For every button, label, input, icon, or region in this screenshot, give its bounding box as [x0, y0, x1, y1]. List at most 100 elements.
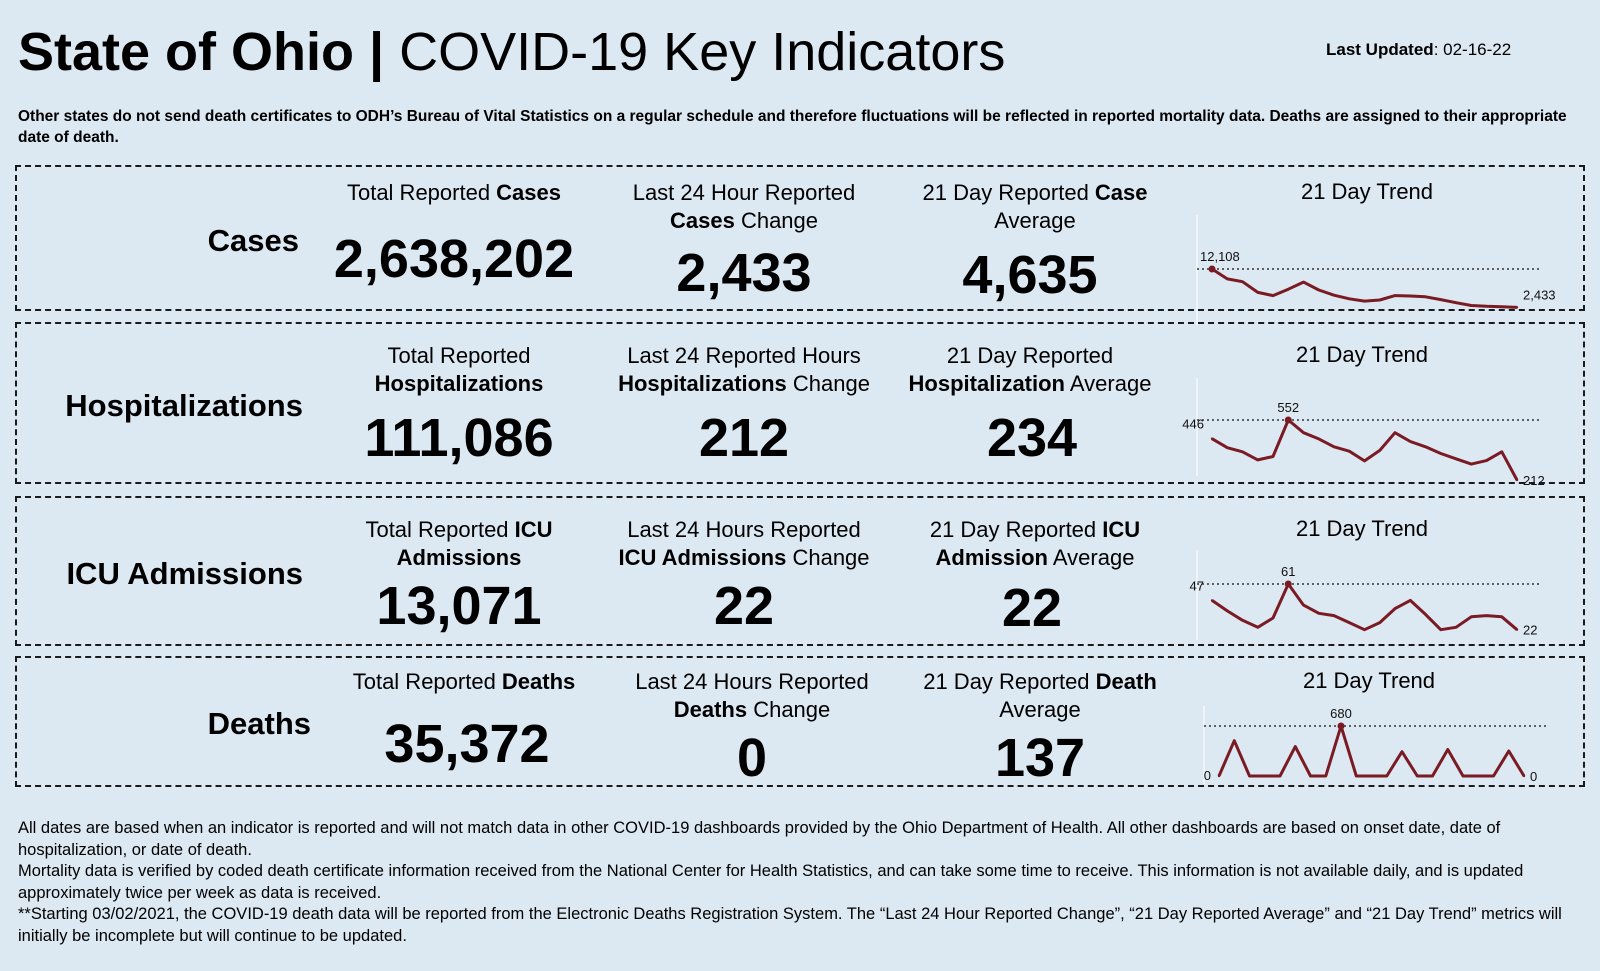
header-total-hosp: Total Reported Hospitalizations [374, 343, 544, 396]
trend-point [1485, 305, 1488, 308]
trend-point [1317, 612, 1320, 615]
trend-point [1393, 431, 1397, 434]
trend-point [1317, 288, 1320, 292]
trend-title-deaths: 21 Day Trend [1302, 668, 1436, 693]
trend-series-line [1211, 582, 1518, 632]
trend-point [1400, 750, 1404, 753]
trend-label-first: 47 [1190, 578, 1204, 593]
trend-point [1241, 450, 1244, 453]
value-21d-case-avg: 4,635 [962, 245, 1098, 305]
trend-label-last: 212 [1523, 473, 1545, 488]
header-24h-cases: Last 24 Hour Reported Cases Change [632, 180, 856, 233]
trend-point [1454, 301, 1458, 304]
trend-point [1461, 774, 1465, 778]
trend-series-line [1217, 724, 1526, 778]
trend-max-marker [1284, 416, 1292, 424]
trend-point [1332, 445, 1336, 449]
last-updated-value: : 02-16-22 [1433, 40, 1512, 59]
trend-point [1226, 609, 1229, 613]
trend-chart-icu: 47 61 22 [1190, 550, 1540, 640]
value-24h-hosp: 212 [698, 408, 790, 468]
title-state: State of Ohio | [18, 22, 385, 82]
trend-label-last: 22 [1523, 623, 1537, 638]
trend-point [1332, 614, 1336, 617]
footnotes: All dates are based when an indicator is… [18, 818, 1588, 947]
trend-point [1485, 459, 1488, 462]
trend-point [1515, 478, 1519, 482]
panel-deaths: Deaths Total Reported Deaths Last 24 Hou… [15, 656, 1585, 788]
trend-point [1241, 280, 1244, 283]
trend-point [1424, 295, 1427, 298]
trend-label-max: 12,108 [1200, 249, 1240, 264]
trend-point [1507, 749, 1510, 753]
trend-max-marker [1208, 265, 1216, 273]
trend-point [1294, 745, 1297, 748]
trend-point [1409, 294, 1412, 298]
header-24h-icu: Last 24 Hours Reported ICU Admissions Ch… [618, 517, 870, 570]
trend-point [1271, 455, 1275, 458]
footnote-dates: All dates are based when an indicator is… [18, 819, 1501, 859]
trend-point [1439, 298, 1442, 301]
trend-point [1522, 774, 1526, 778]
trend-max-marker [1284, 580, 1292, 588]
trend-point [1492, 774, 1495, 778]
last-updated-label: Last Updated [1326, 40, 1434, 59]
trend-max-marker [1337, 722, 1345, 730]
header-21d-case-avg: 21 Day Reported Case Average [922, 180, 1148, 233]
trend-point [1302, 280, 1305, 284]
trend-point [1317, 437, 1320, 441]
trend-point [1500, 305, 1503, 308]
row-label-deaths: Deaths [207, 706, 311, 741]
panel-cases: Cases Total Reported Cases Last 24 Hour … [15, 165, 1585, 325]
trend-label-last: 2,433 [1523, 287, 1556, 302]
trend-point [1454, 626, 1458, 629]
value-total-icu: 13,071 [376, 576, 542, 636]
trend-point [1515, 306, 1519, 309]
value-24h-icu: 22 [713, 576, 775, 636]
trend-chart-hospitalizations: 446 552 212 [1182, 378, 1545, 488]
page-title: State of Ohio | COVID-19 Key Indicators [18, 22, 1005, 82]
trend-chart-cases: 12,108 2,433 [1196, 215, 1556, 325]
trend-series-line [1211, 418, 1519, 481]
trend-point [1424, 445, 1427, 449]
trend-point [1348, 621, 1351, 624]
trend-point [1271, 616, 1275, 620]
trend-point [1355, 774, 1358, 778]
trend-point [1393, 607, 1397, 610]
row-label-icu: ICU Admissions [66, 556, 303, 591]
trend-point [1287, 288, 1290, 291]
panel-icu: ICU Admissions Total Reported ICU Admiss… [15, 496, 1585, 646]
value-21d-hosp-avg: 234 [986, 408, 1078, 468]
trend-point [1446, 748, 1449, 751]
trend-point [1233, 739, 1236, 742]
trend-point [1332, 293, 1336, 297]
last-updated: Last Updated: 02-16-22 [1326, 40, 1511, 60]
value-21d-icu-avg: 22 [1001, 578, 1063, 638]
row-label-hospitalizations: Hospitalizations [65, 388, 303, 423]
header-21d-icu-avg: 21 Day Reported ICU Admission Average [929, 517, 1141, 570]
trend-point [1302, 431, 1305, 434]
trend-point [1477, 774, 1480, 778]
trend-point [1393, 294, 1397, 297]
header-total-deaths: Total Reported Deaths [352, 669, 576, 694]
trend-point [1256, 458, 1259, 462]
trend-point [1500, 615, 1503, 618]
trend-point [1424, 613, 1427, 616]
trend-point [1241, 619, 1244, 622]
trend-point [1217, 774, 1221, 778]
trend-chart-deaths: 0 680 0 [1203, 706, 1547, 784]
trend-point [1500, 450, 1503, 453]
trend-point [1439, 628, 1442, 631]
trend-point [1409, 440, 1412, 443]
header-24h-deaths: Last 24 Hours Reported Deaths Change [635, 669, 869, 722]
trend-point [1363, 459, 1366, 463]
footnote-edrs: **Starting 03/02/2021, the COVID-19 deat… [18, 905, 1562, 945]
footnote-mortality: Mortality data is verified by coded deat… [18, 862, 1524, 902]
trend-label-max: 552 [1277, 400, 1299, 415]
value-24h-cases: 2,433 [676, 243, 812, 303]
trend-point [1348, 450, 1351, 453]
header-total-cases: Total Reported Cases [346, 180, 562, 205]
trend-title-icu: 21 Day Trend [1295, 516, 1429, 541]
trend-point [1324, 774, 1327, 778]
trend-point [1470, 462, 1473, 466]
